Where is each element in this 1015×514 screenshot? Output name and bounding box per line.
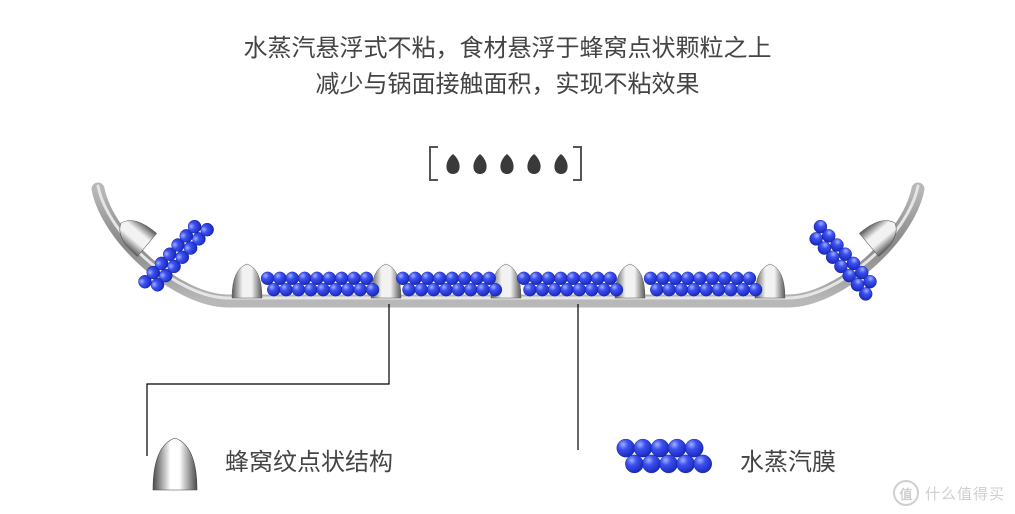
watermark-text: 什么值得买 [925,483,1005,504]
watermark: 值 什么值得买 [893,480,1005,506]
water-droplets [446,154,567,174]
legend-balls-label: 水蒸汽膜 [740,442,836,477]
legend-balls-icon [617,439,712,473]
diagram-svg [0,0,1015,514]
legend-bump-icon [153,438,197,490]
honeycomb-bumps [111,212,904,298]
legend-bump-label: 蜂窝纹点状结构 [225,442,393,477]
callout-lines [147,304,578,456]
watermark-icon: 值 [893,480,919,506]
